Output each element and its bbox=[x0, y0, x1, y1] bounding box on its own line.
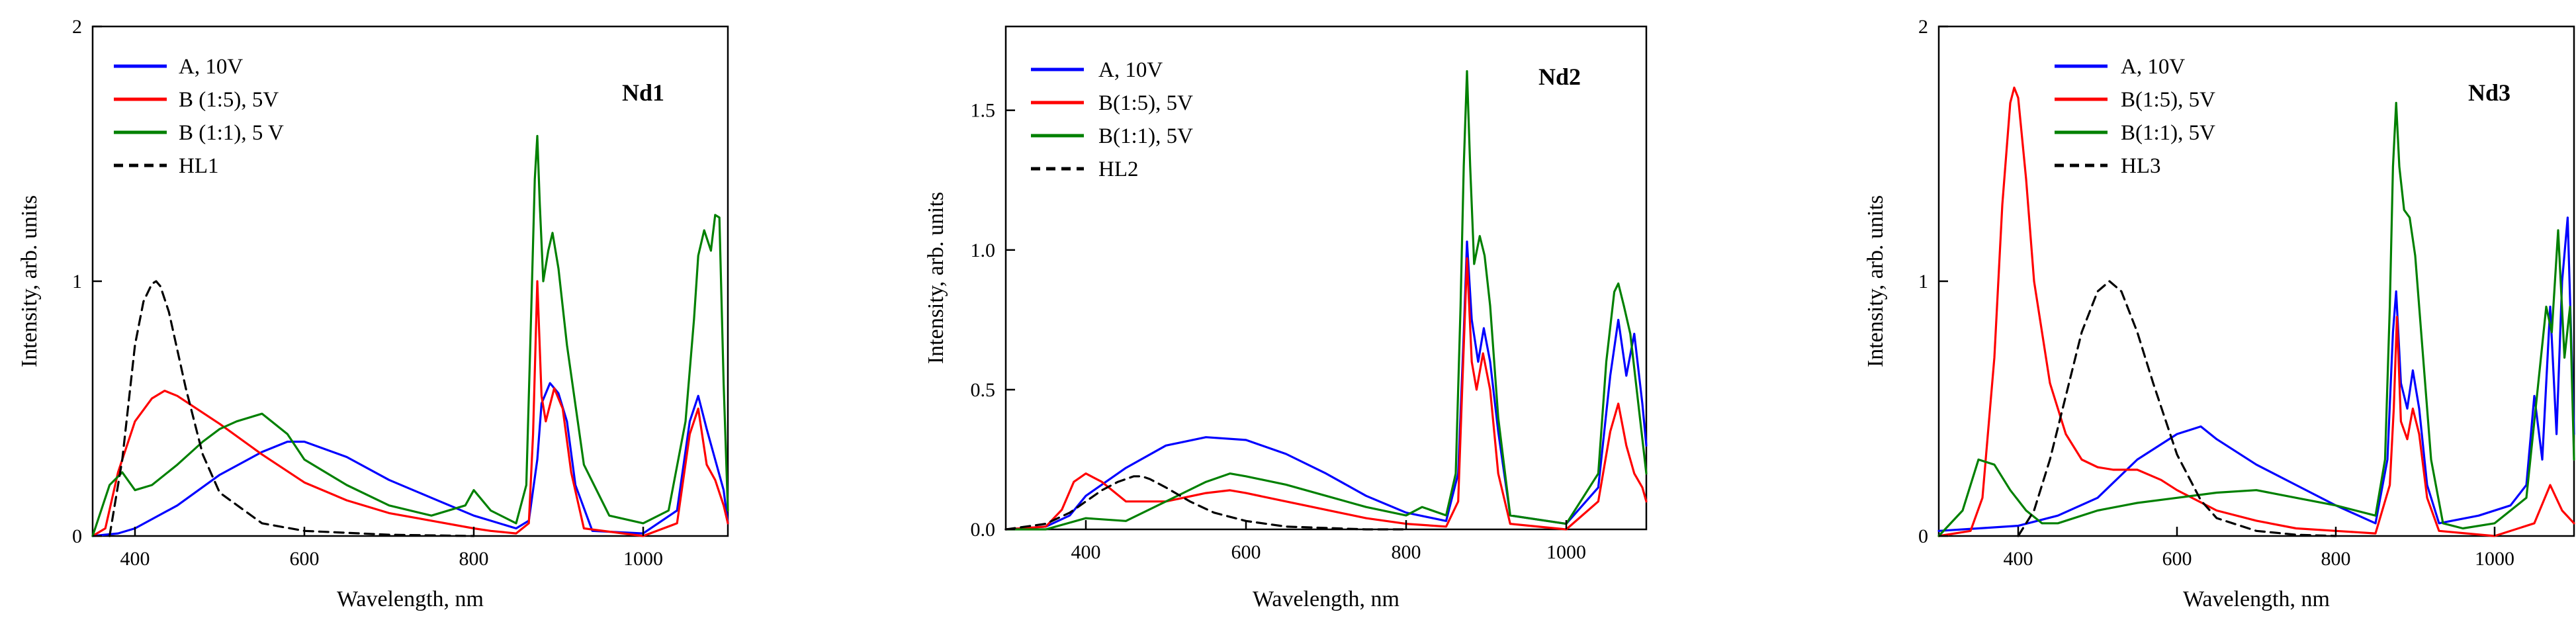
x-tick-label: 600 bbox=[290, 548, 320, 570]
legend-label-b-1-5-5v: B(1:5), 5V bbox=[2121, 88, 2215, 112]
legend: A, 10V B (1:5), 5V B (1:1), 5 V HL1 bbox=[114, 55, 284, 178]
x-axis-title: Wavelength, nm bbox=[2183, 587, 2330, 611]
series-line-hl2 bbox=[1004, 475, 1407, 531]
series-line-b-1-1-5v bbox=[1937, 101, 2575, 537]
x-tick-label: 800 bbox=[1392, 541, 1421, 563]
panel-label: Nd3 bbox=[2468, 79, 2510, 106]
legend-label-b-1-5-5v: B(1:5), 5V bbox=[1098, 91, 1193, 115]
x-tick-label: 800 bbox=[459, 548, 489, 570]
x-tick-label: 400 bbox=[2004, 548, 2033, 570]
panel-nd1: 400 600 800 1000 0 1 2 A, 10V B (1:5), 5V B (1… bbox=[17, 16, 729, 611]
series-layer bbox=[1937, 86, 2575, 537]
x-tick-label: 1000 bbox=[623, 548, 663, 570]
panel-label: Nd1 bbox=[622, 79, 664, 106]
series-line-a-10v bbox=[91, 382, 729, 537]
series-line-hl1 bbox=[109, 280, 475, 537]
legend-label-a-10v: A, 10V bbox=[2121, 55, 2185, 79]
ticks-layer: 400 600 800 1000 0 1 2 bbox=[1918, 16, 2514, 570]
y-axis-title: Intensity, arb. units bbox=[924, 192, 948, 364]
legend: A, 10V B(1:5), 5V B(1:1), 5V HL2 bbox=[1031, 58, 1193, 181]
panel-nd2: 400 600 800 1000 0.0 0.5 1.0 1.5 A, 10V B(1:5),… bbox=[924, 25, 1648, 611]
series-line-b-1-1-5v bbox=[1004, 70, 1648, 531]
legend-label-a-10v: A, 10V bbox=[1098, 58, 1163, 82]
y-tick-label: 1 bbox=[1918, 271, 1928, 292]
y-tick-label: 2 bbox=[1918, 16, 1928, 38]
series-layer bbox=[91, 134, 729, 537]
series-line-a-10v bbox=[1937, 216, 2575, 532]
y-axis-title: Intensity, arb. units bbox=[1863, 195, 1888, 367]
series-line-b-1-5-5v bbox=[1004, 257, 1648, 531]
x-tick-label: 400 bbox=[1071, 541, 1101, 563]
series-line-b-1-1-5-v bbox=[91, 134, 729, 537]
x-tick-label: 1000 bbox=[1546, 541, 1586, 563]
y-tick-label: 1.5 bbox=[971, 100, 996, 122]
x-axis-title: Wavelength, nm bbox=[1253, 587, 1399, 611]
y-tick-label: 0.0 bbox=[971, 519, 996, 541]
legend-label-b-1-1-5v: B(1:1), 5V bbox=[1098, 124, 1193, 148]
x-tick-label: 600 bbox=[2162, 548, 2192, 570]
ticks-layer: 400 600 800 1000 0 1 2 bbox=[72, 16, 663, 570]
panel-label: Nd2 bbox=[1538, 64, 1581, 90]
plot-frame bbox=[1004, 25, 1648, 531]
y-axis-title: Intensity, arb. units bbox=[17, 195, 42, 367]
x-tick-label: 800 bbox=[2321, 548, 2351, 570]
x-axis-title: Wavelength, nm bbox=[337, 587, 484, 611]
panel-nd3: 400 600 800 1000 0 1 2 A, 10V B(1:5), 5V B(1:1… bbox=[1863, 16, 2575, 611]
y-tick-label: 1.0 bbox=[971, 240, 996, 261]
y-tick-label: 1 bbox=[72, 271, 82, 292]
legend-label-b-1-1-5v: B(1:1), 5V bbox=[2121, 121, 2215, 145]
legend-label-b-1-5-5v: B (1:5), 5V bbox=[179, 88, 279, 112]
y-tick-label: 0 bbox=[72, 525, 82, 547]
y-tick-label: 0.5 bbox=[971, 379, 996, 401]
legend-label-a-10v: A, 10V bbox=[179, 55, 243, 79]
x-tick-label: 1000 bbox=[2475, 548, 2514, 570]
series-line-a-10v bbox=[1004, 240, 1648, 531]
legend-label-b-1-1-5v: B (1:1), 5 V bbox=[179, 121, 284, 145]
legend-label-hl1: HL1 bbox=[179, 154, 219, 178]
series-layer bbox=[1004, 70, 1648, 531]
x-tick-label: 600 bbox=[1231, 541, 1261, 563]
legend-label-hl3: HL3 bbox=[2121, 154, 2161, 178]
legend-label-hl2: HL2 bbox=[1098, 157, 1139, 181]
series-line-b-1-5-5v bbox=[1937, 86, 2575, 537]
y-tick-label: 2 bbox=[72, 16, 82, 38]
legend: A, 10V B(1:5), 5V B(1:1), 5V HL3 bbox=[2055, 55, 2215, 178]
ticks-layer: 400 600 800 1000 0.0 0.5 1.0 1.5 bbox=[971, 100, 1587, 563]
y-tick-label: 0 bbox=[1918, 525, 1928, 547]
series-line-hl3 bbox=[2017, 280, 2337, 537]
series-line-b-1-5-5v bbox=[91, 280, 729, 537]
x-tick-label: 400 bbox=[120, 548, 150, 570]
